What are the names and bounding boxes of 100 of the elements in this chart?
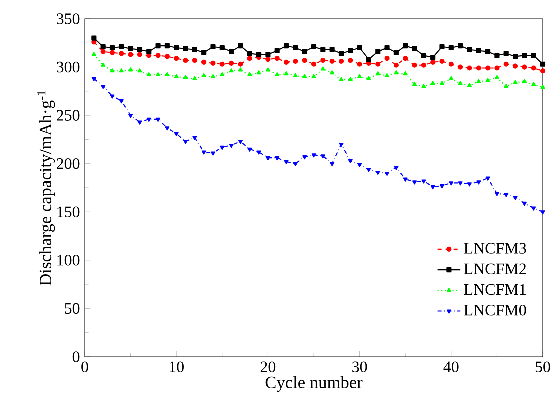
point bbox=[174, 74, 179, 78]
point bbox=[174, 56, 180, 62]
point bbox=[394, 70, 399, 75]
point bbox=[512, 64, 518, 69]
point bbox=[110, 68, 115, 73]
point bbox=[183, 140, 188, 144]
point bbox=[531, 66, 536, 71]
point bbox=[448, 45, 454, 51]
point bbox=[430, 185, 436, 190]
point bbox=[229, 49, 234, 54]
point bbox=[202, 150, 206, 155]
point bbox=[164, 54, 170, 60]
point bbox=[138, 120, 142, 125]
point bbox=[440, 44, 445, 50]
point bbox=[266, 68, 270, 72]
point bbox=[412, 46, 418, 52]
point bbox=[128, 52, 134, 58]
point bbox=[394, 50, 399, 56]
point bbox=[504, 84, 509, 88]
point bbox=[274, 48, 280, 54]
point bbox=[284, 60, 290, 65]
point bbox=[192, 76, 198, 80]
x-tick-label: 30 bbox=[352, 362, 368, 372]
point bbox=[513, 80, 518, 84]
point bbox=[256, 150, 262, 155]
point bbox=[302, 156, 308, 160]
point bbox=[385, 73, 390, 78]
point bbox=[274, 56, 280, 62]
point bbox=[174, 45, 180, 51]
point bbox=[293, 73, 298, 78]
point bbox=[385, 172, 390, 176]
point bbox=[192, 136, 198, 140]
point bbox=[256, 52, 262, 58]
point bbox=[366, 76, 372, 80]
point bbox=[540, 85, 546, 90]
x-tick-label: 50 bbox=[536, 362, 550, 372]
point bbox=[421, 62, 426, 68]
point bbox=[348, 58, 354, 64]
point bbox=[137, 47, 142, 52]
point bbox=[183, 58, 188, 64]
point bbox=[358, 74, 362, 78]
point bbox=[174, 132, 179, 136]
point bbox=[522, 79, 527, 84]
point bbox=[266, 52, 271, 58]
point bbox=[494, 192, 500, 196]
point bbox=[522, 202, 527, 206]
point bbox=[202, 73, 206, 78]
point bbox=[220, 62, 225, 67]
point bbox=[430, 60, 436, 65]
point bbox=[302, 49, 308, 54]
point bbox=[467, 182, 472, 187]
point bbox=[476, 48, 482, 54]
y-axis-title: Discharge capacity/mAh·g$^{-1}$ bbox=[38, 91, 56, 286]
point bbox=[284, 44, 290, 49]
point bbox=[192, 58, 198, 64]
point bbox=[467, 83, 472, 88]
point bbox=[247, 51, 252, 56]
point bbox=[376, 171, 380, 176]
point bbox=[210, 60, 216, 66]
point bbox=[128, 68, 134, 72]
point bbox=[540, 62, 546, 67]
point bbox=[311, 44, 317, 50]
point bbox=[440, 184, 445, 189]
point bbox=[119, 44, 124, 50]
point bbox=[101, 62, 106, 67]
point bbox=[110, 45, 116, 51]
point bbox=[486, 176, 490, 181]
point bbox=[293, 45, 298, 51]
point bbox=[476, 79, 482, 84]
x-tick-label: 20 bbox=[260, 362, 276, 372]
point bbox=[339, 143, 344, 148]
point bbox=[440, 81, 445, 86]
point bbox=[403, 178, 408, 182]
point bbox=[412, 180, 418, 185]
point bbox=[156, 72, 161, 77]
point bbox=[366, 57, 372, 62]
point bbox=[348, 159, 353, 164]
point bbox=[146, 118, 152, 122]
point bbox=[421, 53, 426, 58]
point bbox=[338, 58, 344, 64]
point bbox=[394, 62, 399, 68]
point bbox=[202, 60, 207, 65]
y-tick-label: 100 bbox=[58, 255, 80, 266]
x-axis-title: Cycle number bbox=[266, 376, 363, 392]
point bbox=[522, 64, 528, 70]
point bbox=[330, 70, 335, 75]
point bbox=[486, 66, 491, 71]
point bbox=[422, 180, 426, 184]
point bbox=[92, 52, 96, 56]
point bbox=[284, 72, 289, 76]
legend-label: LNCFM2 bbox=[464, 264, 526, 274]
point bbox=[138, 68, 142, 73]
point bbox=[486, 49, 491, 54]
point bbox=[247, 56, 252, 62]
point bbox=[266, 57, 271, 62]
point bbox=[312, 154, 316, 158]
point bbox=[384, 56, 390, 62]
point bbox=[522, 53, 528, 58]
point bbox=[128, 46, 134, 52]
point bbox=[183, 46, 188, 52]
